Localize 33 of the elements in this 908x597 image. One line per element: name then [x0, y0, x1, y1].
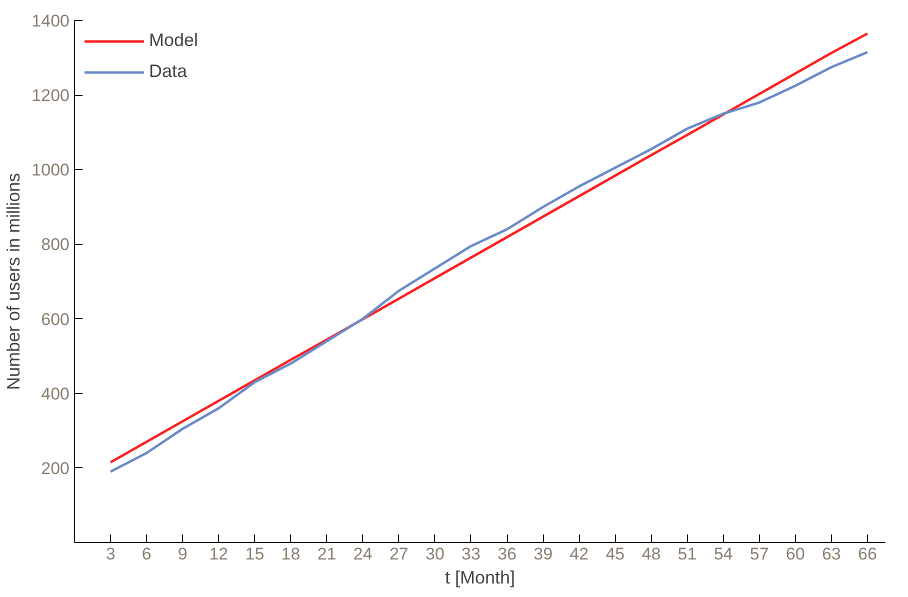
- x-tick-label: 9: [178, 544, 188, 564]
- x-tick-label: 6: [142, 544, 152, 564]
- x-tick-label: 66: [858, 544, 877, 564]
- x-tick-label: 63: [822, 544, 841, 564]
- x-tick-label: 30: [425, 544, 444, 564]
- x-tick-label: 3: [106, 544, 116, 564]
- x-tick-label: 27: [389, 544, 408, 564]
- y-axis-title: Number of users in millions: [4, 172, 24, 390]
- y-tick-label: 1200: [32, 86, 70, 106]
- x-tick-label: 21: [317, 544, 336, 564]
- y-tick-label: 600: [41, 310, 70, 329]
- y-tick-label: 1400: [32, 12, 70, 30]
- x-tick-label: 36: [498, 544, 516, 564]
- x-tick-label: 48: [642, 544, 661, 564]
- x-tick-label: 24: [353, 544, 372, 564]
- x-tick-label: 54: [714, 544, 733, 564]
- y-tick-label: 200: [41, 458, 70, 478]
- x-tick-label: 12: [209, 544, 228, 564]
- x-tick-label: 39: [534, 544, 553, 564]
- y-tick-label: 1000: [32, 160, 70, 180]
- x-tick-label: 18: [281, 544, 300, 564]
- x-tick-label: 57: [750, 544, 769, 564]
- x-axis-title: t [Month]: [444, 568, 516, 588]
- x-tick-label: 15: [245, 544, 264, 564]
- y-tick-label: 800: [41, 235, 70, 254]
- x-tick-label: 45: [606, 544, 625, 564]
- x-tick-label: 51: [678, 544, 697, 564]
- legend-label: Data: [149, 61, 188, 82]
- x-tick-label: 42: [570, 544, 589, 564]
- y-tick-label: 400: [41, 384, 70, 404]
- x-tick-label: 60: [786, 544, 805, 564]
- legend-label: Model: [149, 30, 198, 51]
- x-tick-label: 33: [462, 544, 480, 564]
